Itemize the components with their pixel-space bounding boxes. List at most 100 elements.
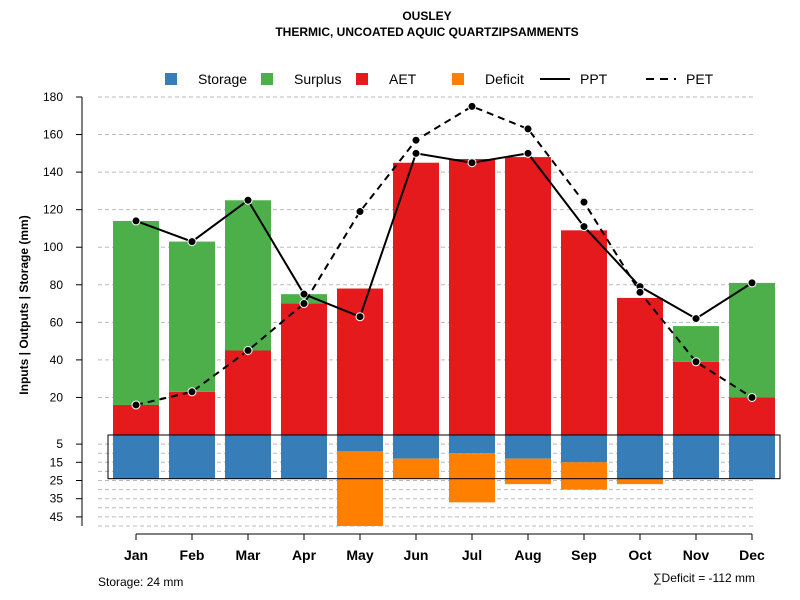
bar-surplus xyxy=(225,200,271,351)
legend-label: AET xyxy=(389,71,417,87)
line-ppt xyxy=(135,152,753,320)
bar-aet xyxy=(673,361,719,435)
bar-deficit xyxy=(505,458,551,485)
bar-aet xyxy=(729,397,775,435)
point-ppt xyxy=(411,148,421,158)
bar-storage xyxy=(225,435,271,479)
point-pet xyxy=(131,400,141,410)
y-tick-label: 35 xyxy=(50,492,64,506)
y-tick-label: 20 xyxy=(50,390,64,404)
bar-surplus xyxy=(113,220,159,405)
bar-storage xyxy=(505,435,551,459)
x-tick-label: Apr xyxy=(292,547,317,563)
storage-capacity-box xyxy=(107,434,781,480)
x-tick-label: Feb xyxy=(180,547,205,563)
bar-deficit xyxy=(393,458,439,479)
point-ppt xyxy=(299,289,309,299)
point-pet xyxy=(355,207,365,217)
x-tick-label: Oct xyxy=(628,547,652,563)
bar-storage xyxy=(337,435,383,452)
y-tick-label: 80 xyxy=(50,278,64,292)
x-tick-label: Aug xyxy=(514,547,541,563)
y-tick-label: 120 xyxy=(43,203,63,217)
point-ppt xyxy=(243,195,253,205)
y-tick-label: 180 xyxy=(43,90,63,104)
y-tick-label: 5 xyxy=(56,437,63,451)
y-tick-label: 60 xyxy=(50,315,64,329)
x-tick-label: May xyxy=(346,547,373,563)
point-pet xyxy=(411,135,421,145)
legend-label: PPT xyxy=(580,71,608,87)
point-ppt xyxy=(187,237,197,247)
bar-aet xyxy=(225,350,271,435)
x-tick-label: Jan xyxy=(124,547,148,563)
legend-label: PET xyxy=(686,71,714,87)
bar-storage xyxy=(449,435,495,454)
line-pet xyxy=(135,105,753,406)
bar-aet xyxy=(561,230,607,435)
bar-storage xyxy=(673,435,719,479)
y-tick-label: 40 xyxy=(50,353,64,367)
x-tick-label: Jul xyxy=(462,547,482,563)
point-pet xyxy=(467,101,477,111)
x-tick-label: Mar xyxy=(236,547,261,563)
y-tick-label: 140 xyxy=(43,165,63,179)
chart-subtitle: THERMIC, UNCOATED AQUIC QUARTZIPSAMMENTS xyxy=(275,25,578,39)
point-ppt xyxy=(131,216,141,226)
bar-storage xyxy=(617,435,663,479)
bar-storage xyxy=(393,435,439,459)
legend-swatch-surplus xyxy=(261,73,273,85)
point-pet xyxy=(299,299,309,309)
bar-surplus xyxy=(673,326,719,362)
y-tick-label: 15 xyxy=(50,455,64,469)
legend-label: Storage xyxy=(198,71,247,87)
bar-deficit xyxy=(337,451,383,526)
x-tick-label: Jun xyxy=(404,547,429,563)
axes: 20 40 60 80 100 120 140 160 180 5 15 25 35 45 Jan Feb Ma… xyxy=(43,90,765,563)
bar-surplus xyxy=(281,294,327,304)
x-tick-label: Nov xyxy=(683,547,710,563)
legend-label: Deficit xyxy=(485,71,524,87)
point-pet xyxy=(243,346,253,355)
bar-aet xyxy=(449,158,495,435)
x-tick-label: Dec xyxy=(739,547,765,563)
bar-aet xyxy=(393,162,439,435)
point-pet xyxy=(523,124,533,134)
bar-storage xyxy=(113,435,159,479)
y-tick-label: 100 xyxy=(43,240,63,254)
chart-title: OUSLEY xyxy=(402,9,451,23)
point-pet xyxy=(691,357,701,367)
bar-deficit xyxy=(561,462,607,490)
lines xyxy=(131,101,757,410)
legend-swatch-aet xyxy=(356,73,368,85)
bar-storage xyxy=(729,435,775,479)
point-pet xyxy=(579,197,589,207)
legend-swatch-deficit xyxy=(452,73,464,85)
bar-storage xyxy=(561,435,607,463)
bar-aet xyxy=(617,297,663,435)
bar-storage xyxy=(281,435,327,479)
bar-surplus xyxy=(729,282,775,398)
bar-aet xyxy=(169,391,215,435)
bar-deficit xyxy=(617,478,663,485)
bar-storage xyxy=(169,435,215,479)
y-tick-label: 45 xyxy=(50,510,64,524)
legend-swatch-storage xyxy=(165,73,177,85)
point-pet xyxy=(635,287,645,297)
y-axis-label: Inputs | Outputs | Storage (mm) xyxy=(17,215,31,394)
point-pet xyxy=(747,392,757,402)
point-pet xyxy=(187,387,197,397)
bar-aet xyxy=(281,303,327,435)
point-ppt xyxy=(691,314,701,324)
storage-note: Storage: 24 mm xyxy=(98,575,183,589)
deficit-note: ∑Deficit = -112 mm xyxy=(653,571,755,585)
bars xyxy=(107,157,781,526)
point-ppt xyxy=(579,222,589,232)
y-tick-label: 25 xyxy=(50,474,64,488)
x-tick-label: Sep xyxy=(571,547,597,563)
bar-aet xyxy=(113,404,159,435)
legend: Storage Surplus AET Deficit PPT PET xyxy=(165,71,714,87)
y-tick-label: 160 xyxy=(43,128,63,142)
legend-label: Surplus xyxy=(294,71,341,87)
